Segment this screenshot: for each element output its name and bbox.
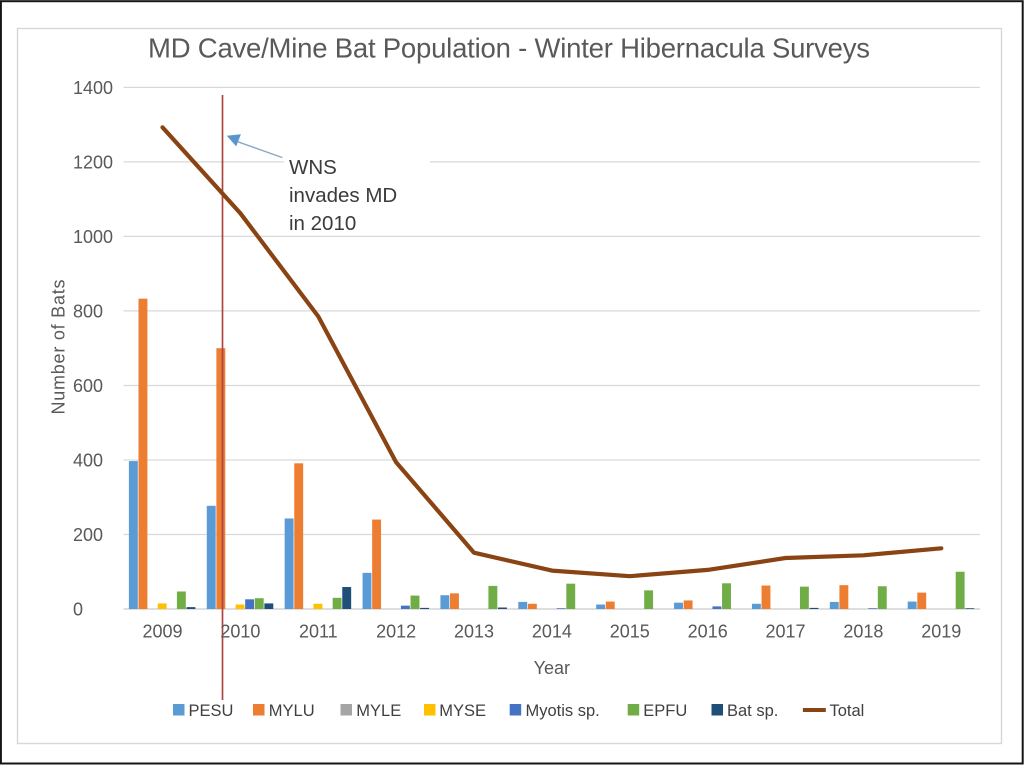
svg-text:PESU: PESU xyxy=(189,702,234,720)
svg-text:MYLU: MYLU xyxy=(269,702,315,720)
svg-text:Total: Total xyxy=(830,702,865,720)
svg-text:MYSE: MYSE xyxy=(439,702,486,720)
svg-text:Bat sp.: Bat sp. xyxy=(727,702,778,720)
svg-text:2016: 2016 xyxy=(688,622,728,642)
svg-text:400: 400 xyxy=(73,450,103,470)
svg-text:MD Cave/Mine Bat Population -: MD Cave/Mine Bat Population - Winter Hib… xyxy=(148,33,870,64)
svg-text:2018: 2018 xyxy=(843,622,883,642)
svg-text:2015: 2015 xyxy=(610,622,650,642)
svg-text:1000: 1000 xyxy=(73,227,113,247)
svg-text:2010: 2010 xyxy=(220,622,260,642)
svg-text:EPFU: EPFU xyxy=(643,702,687,720)
svg-text:MYLE: MYLE xyxy=(356,702,401,720)
svg-text:1400: 1400 xyxy=(73,78,113,98)
svg-text:2011: 2011 xyxy=(299,622,338,642)
svg-text:2019: 2019 xyxy=(921,622,961,642)
svg-text:2014: 2014 xyxy=(532,622,572,642)
svg-text:200: 200 xyxy=(73,525,103,545)
svg-text:0: 0 xyxy=(73,599,83,619)
svg-text:600: 600 xyxy=(73,376,103,396)
svg-text:1200: 1200 xyxy=(73,152,113,172)
svg-text:800: 800 xyxy=(73,301,103,321)
svg-text:2013: 2013 xyxy=(454,622,494,642)
svg-text:invades MD: invades MD xyxy=(289,184,397,207)
svg-text:WNS: WNS xyxy=(289,156,337,179)
svg-text:2017: 2017 xyxy=(765,622,805,642)
svg-text:2009: 2009 xyxy=(142,622,182,642)
svg-text:Number of Bats: Number of Bats xyxy=(49,280,69,415)
svg-text:Myotis sp.: Myotis sp. xyxy=(526,702,600,720)
svg-text:2012: 2012 xyxy=(376,622,416,642)
svg-text:Year: Year xyxy=(534,658,570,678)
svg-text:in 2010: in 2010 xyxy=(289,212,356,235)
